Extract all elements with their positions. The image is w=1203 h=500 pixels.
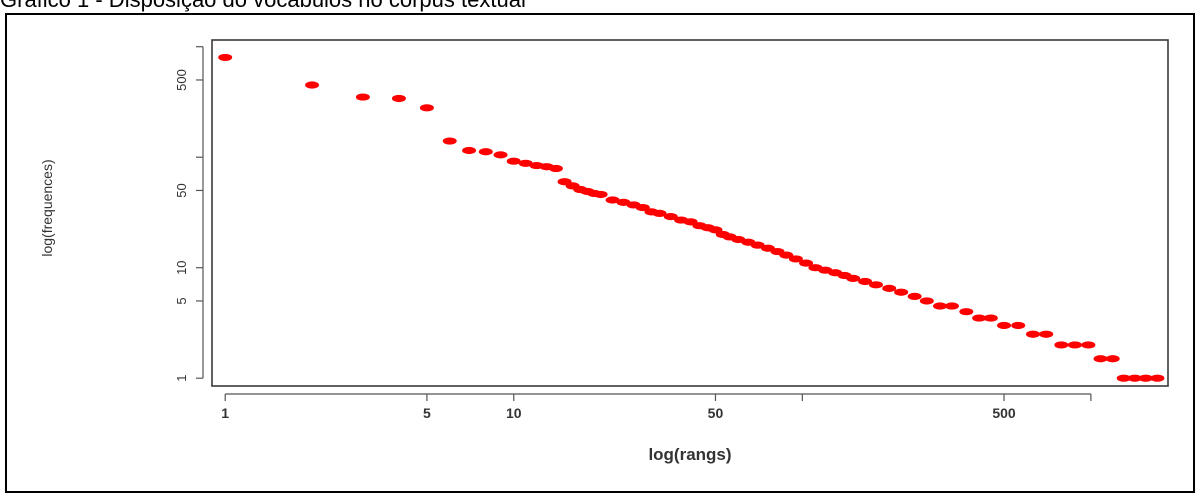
data-point — [1054, 341, 1069, 349]
y-tick-label: 50 — [174, 183, 189, 197]
data-point — [1105, 355, 1120, 363]
data-point — [462, 146, 477, 155]
data-point — [959, 308, 974, 316]
data-point — [305, 81, 320, 89]
data-point — [858, 277, 873, 286]
data-point — [518, 159, 533, 167]
data-point — [972, 314, 987, 322]
x-tick-label: 1 — [221, 405, 229, 421]
data-point — [779, 251, 794, 259]
y-tick-label: 1 — [174, 375, 189, 382]
data-point — [593, 190, 608, 199]
data-point — [846, 274, 861, 283]
figure-caption: Gráfico 1 - Disposição do vocábulos no c… — [0, 0, 1203, 13]
data-point — [493, 151, 508, 159]
data-points — [218, 53, 1165, 382]
x-axis: 1 5 10 50 500 — [221, 393, 1092, 421]
data-point — [605, 196, 620, 204]
data-point — [750, 241, 765, 249]
plot-area-border — [211, 39, 1169, 387]
data-point — [506, 157, 521, 165]
data-point — [1011, 321, 1026, 330]
data-point — [1116, 374, 1131, 382]
data-point — [218, 53, 233, 62]
data-point — [1138, 374, 1153, 382]
data-point — [1150, 374, 1165, 382]
data-point — [548, 164, 563, 173]
data-point — [442, 137, 457, 145]
data-point — [1025, 330, 1040, 338]
data-point — [894, 288, 909, 296]
data-point — [1067, 341, 1082, 349]
y-axis: 1 5 10 50 500 — [174, 46, 204, 382]
data-point — [663, 213, 678, 221]
data-point — [868, 281, 883, 289]
data-point — [933, 302, 948, 310]
data-point — [997, 321, 1012, 330]
x-tick-label: 500 — [992, 405, 1016, 421]
x-axis-label: log(rangs) — [648, 445, 731, 464]
data-point — [788, 255, 803, 263]
data-point — [478, 148, 493, 156]
y-axis-label: log(frequences) — [39, 159, 55, 256]
data-point — [1081, 341, 1096, 349]
data-point — [355, 93, 370, 101]
x-tick-label: 10 — [506, 405, 522, 421]
data-point — [1093, 355, 1108, 363]
data-point — [944, 302, 959, 310]
data-point — [635, 203, 650, 212]
data-point — [919, 297, 934, 305]
x-tick-label: 5 — [423, 405, 431, 421]
y-tick-label: 10 — [174, 260, 189, 274]
y-tick-label: 500 — [174, 69, 189, 91]
data-point — [983, 314, 998, 322]
data-point — [652, 209, 667, 218]
data-point — [882, 284, 897, 292]
x-tick-label: 50 — [708, 405, 724, 421]
data-point — [1039, 330, 1054, 338]
data-point — [419, 104, 434, 112]
data-point — [907, 292, 922, 300]
data-point — [1127, 374, 1142, 382]
data-point — [799, 259, 814, 267]
y-tick-label: 5 — [174, 297, 189, 304]
data-point — [391, 94, 406, 103]
